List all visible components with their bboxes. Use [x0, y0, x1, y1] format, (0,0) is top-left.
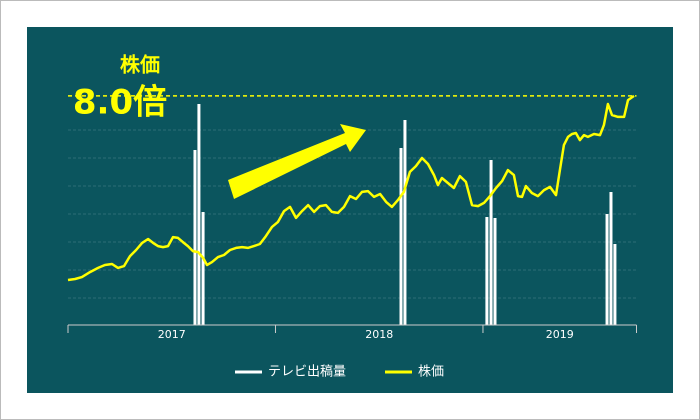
x-tick-label: 2019: [546, 328, 574, 341]
bar: [605, 214, 609, 325]
bar: [399, 148, 403, 325]
bar: [613, 244, 617, 325]
annotation: 株価: [120, 53, 160, 77]
bar: [485, 217, 489, 325]
x-tick-label: 2017: [158, 328, 186, 341]
bar: [493, 218, 497, 325]
trend-arrow: [228, 124, 366, 199]
bar: [197, 104, 201, 325]
panel: [27, 27, 673, 393]
bar: [489, 160, 493, 325]
reference-label: 8.0倍: [73, 83, 167, 123]
bar: [193, 150, 197, 325]
bar: [403, 120, 407, 325]
x-tick-label: 2018: [365, 328, 393, 341]
legend-label: 株価: [418, 365, 444, 380]
line: [67, 94, 635, 282]
bar: [201, 212, 205, 325]
legend-label: テレビ出稿量: [268, 364, 346, 380]
bar: [609, 192, 613, 325]
